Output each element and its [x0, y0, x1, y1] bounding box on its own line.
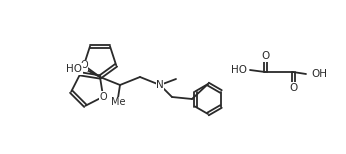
Text: O: O [289, 83, 297, 93]
Text: HO: HO [66, 64, 82, 74]
Text: N: N [156, 80, 164, 90]
Text: O: O [80, 60, 88, 70]
Text: Me: Me [111, 97, 125, 107]
Text: O: O [99, 92, 107, 102]
Text: O: O [261, 51, 269, 61]
Text: OH: OH [311, 69, 327, 79]
Text: HO: HO [231, 65, 247, 75]
